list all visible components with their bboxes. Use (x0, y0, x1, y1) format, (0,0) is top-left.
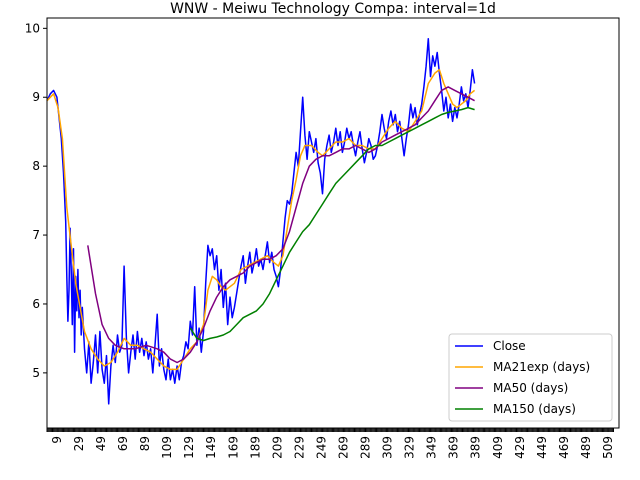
x-tick-label: 129 (182, 436, 196, 459)
x-tick-label: 69 (116, 436, 130, 451)
x-tick-label: 89 (138, 436, 152, 451)
series-line-ma50-days (87, 86, 475, 364)
x-tick-label: 249 (314, 436, 328, 459)
legend-item: Close (455, 339, 526, 353)
series-line-close (46, 37, 476, 405)
x-tick-label: 349 (425, 436, 439, 459)
x-tick-label: 29 (72, 436, 86, 451)
x-tick-label: 409 (491, 436, 505, 459)
x-tick-label: 109 (160, 436, 174, 459)
x-tick-label: 229 (292, 436, 306, 459)
x-tick-label: 189 (248, 436, 262, 459)
x-tick-label: 49 (94, 436, 108, 451)
legend: Close MA21exp (days) MA50 (days) MA150 (day… (448, 333, 613, 422)
y-tick-label: 9 (32, 90, 40, 104)
x-tick-label: 289 (359, 436, 373, 459)
x-tick-label: 369 (447, 436, 461, 459)
legend-item: MA21exp (days) (455, 360, 590, 374)
legend-label: MA50 (days) (493, 381, 568, 395)
x-axis: 9 29 49 69 89 109 129 149 169 189 209 229 249 269 289 3… (46, 428, 615, 459)
legend-item: MA150 (days) (455, 402, 576, 416)
x-tick-label: 449 (535, 436, 549, 459)
series-lines (46, 37, 476, 405)
chart-title: WNW - Meiwu Technology Compa: interval=1… (170, 1, 496, 17)
x-tick-label: 469 (557, 436, 571, 459)
x-tick-label: 509 (601, 436, 615, 459)
legend-label: Close (493, 339, 526, 353)
y-tick-label: 5 (32, 366, 40, 380)
series-line-ma150-days (189, 106, 475, 342)
x-tick-label: 309 (381, 436, 395, 459)
legend-label: MA150 (days) (493, 402, 576, 416)
legend-item: MA50 (days) (455, 381, 568, 395)
x-tick-label: 269 (336, 436, 350, 459)
x-tick-label: 9 (50, 436, 64, 444)
x-tick-label: 209 (270, 436, 284, 459)
y-tick-label: 7 (32, 228, 40, 242)
y-tick-label: 6 (32, 297, 40, 311)
legend-box (448, 333, 613, 422)
x-tick-label: 149 (204, 436, 218, 459)
y-tick-label: 10 (25, 21, 40, 35)
x-tick-label: 489 (579, 436, 593, 459)
axes-frame (46, 17, 620, 429)
legend-label: MA21exp (days) (493, 360, 590, 374)
series-line-ma21exp-days (46, 68, 476, 371)
x-tick-label: 329 (403, 436, 417, 459)
y-tick-label: 8 (32, 159, 40, 173)
y-axis: 5 6 7 8 9 10 (25, 21, 47, 380)
x-tick-label: 389 (469, 436, 483, 459)
x-tick-label: 169 (226, 436, 240, 459)
x-tick-label: 429 (513, 436, 527, 459)
